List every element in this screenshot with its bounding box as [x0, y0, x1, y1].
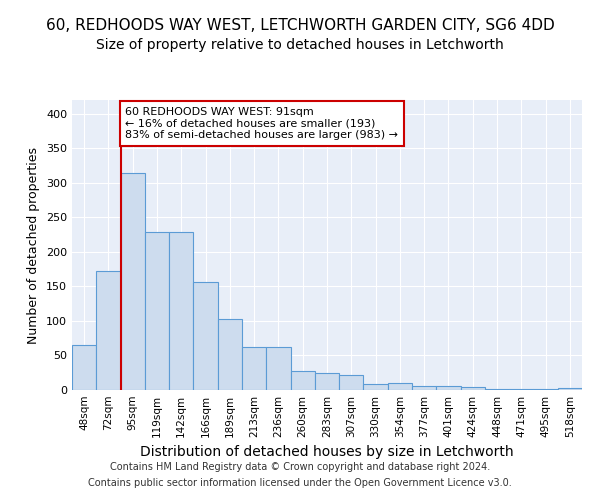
Bar	[96, 271, 121, 390]
Bar	[412, 386, 436, 390]
Text: Size of property relative to detached houses in Letchworth: Size of property relative to detached ho…	[96, 38, 504, 52]
Bar	[72, 345, 96, 390]
Bar	[193, 282, 218, 390]
Text: 60 REDHOODS WAY WEST: 91sqm
← 16% of detached houses are smaller (193)
83% of se: 60 REDHOODS WAY WEST: 91sqm ← 16% of det…	[125, 107, 398, 140]
Text: Contains HM Land Registry data © Crown copyright and database right 2024.: Contains HM Land Registry data © Crown c…	[110, 462, 490, 472]
Bar	[121, 172, 145, 390]
Bar	[339, 375, 364, 390]
Text: Contains public sector information licensed under the Open Government Licence v3: Contains public sector information licen…	[88, 478, 512, 488]
Bar	[388, 383, 412, 390]
Bar	[242, 347, 266, 390]
Bar	[218, 319, 242, 390]
Bar	[145, 232, 169, 390]
Bar	[266, 347, 290, 390]
Bar	[485, 388, 509, 390]
Text: 60, REDHOODS WAY WEST, LETCHWORTH GARDEN CITY, SG6 4DD: 60, REDHOODS WAY WEST, LETCHWORTH GARDEN…	[46, 18, 554, 32]
Bar	[169, 232, 193, 390]
Bar	[290, 372, 315, 390]
Bar	[436, 386, 461, 390]
X-axis label: Distribution of detached houses by size in Letchworth: Distribution of detached houses by size …	[140, 446, 514, 460]
Bar	[364, 384, 388, 390]
Bar	[558, 388, 582, 390]
Bar	[461, 386, 485, 390]
Bar	[315, 372, 339, 390]
Y-axis label: Number of detached properties: Number of detached properties	[28, 146, 40, 344]
